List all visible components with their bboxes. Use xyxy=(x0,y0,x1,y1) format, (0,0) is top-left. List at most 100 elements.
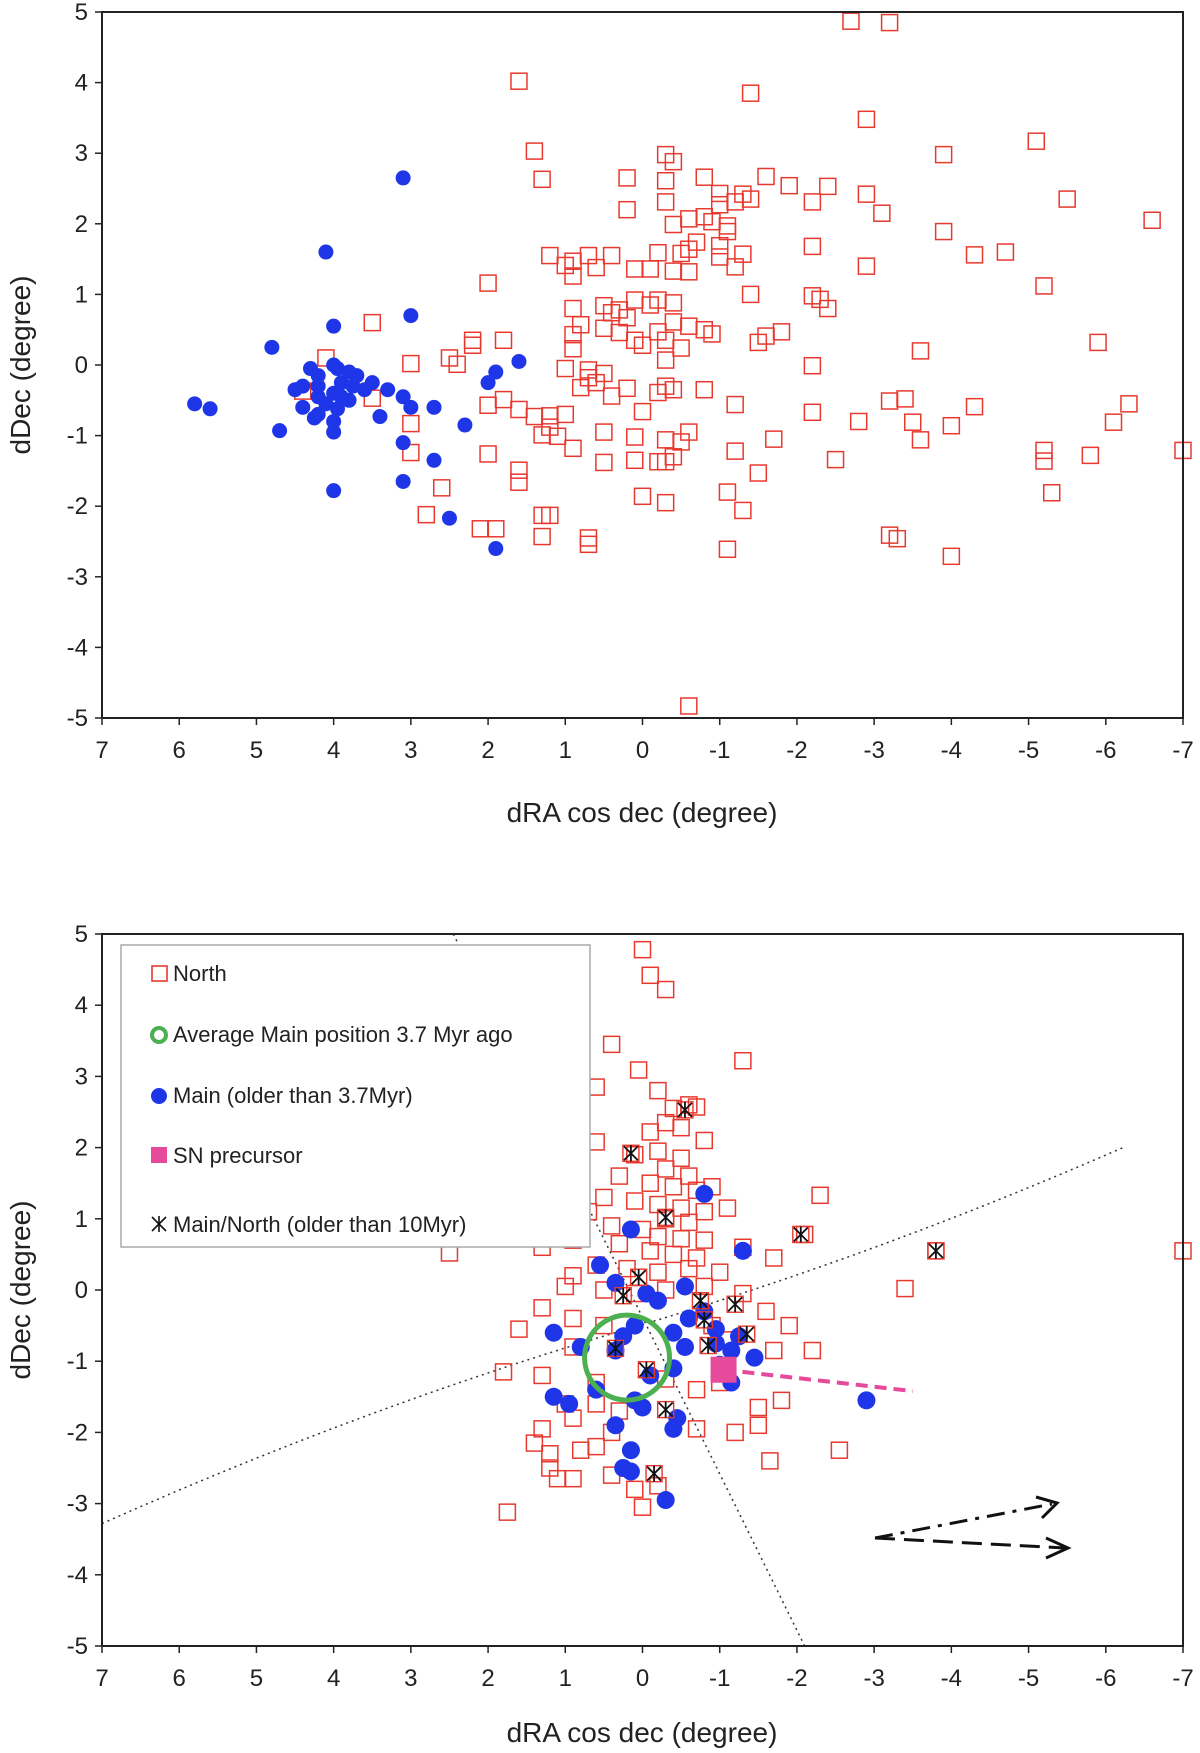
north-point xyxy=(641,296,659,314)
top-y-tick-label: -1 xyxy=(67,423,88,450)
top-y-tick-label: 2 xyxy=(75,211,88,238)
top-x-tick-label: 3 xyxy=(404,737,417,764)
north-point xyxy=(641,260,659,278)
main-point xyxy=(287,382,303,398)
main-point xyxy=(488,364,504,380)
north-point xyxy=(664,294,683,312)
sn-precursor-marker xyxy=(710,1356,737,1383)
main-point xyxy=(306,410,322,426)
main-point xyxy=(295,399,311,415)
top-y-axis-label: dDec (degree) xyxy=(5,276,36,455)
north-point xyxy=(803,403,822,422)
north-point xyxy=(641,1174,659,1192)
sn-track xyxy=(723,1367,913,1394)
north-point xyxy=(602,246,621,265)
north-point xyxy=(664,215,683,234)
north-point xyxy=(602,387,621,405)
north-point xyxy=(734,1051,752,1070)
north-point xyxy=(664,313,683,331)
main-point xyxy=(675,1277,694,1296)
north-point xyxy=(857,110,876,129)
legend: North Average Main position 3.7 Myr ago … xyxy=(120,944,591,1248)
north-point xyxy=(761,1452,779,1470)
north-point xyxy=(710,1263,729,1281)
main-point xyxy=(326,424,342,440)
top-y-tick-label: 3 xyxy=(75,140,88,167)
chart-bottom: 7 6 5 4 3 2 1 0 -1 -2 -3 -4 -5 -6 -7 5 4 3 2 1 0 -1 -2 -3 -4 -5 d… xyxy=(5,921,1194,1748)
bottom-x-tick-label: -7 xyxy=(1172,1665,1193,1692)
north-point xyxy=(672,1229,690,1248)
north-point xyxy=(571,1441,590,1459)
bottom-y-tick-label: 0 xyxy=(75,1277,88,1304)
main-point xyxy=(641,1366,660,1385)
main-point xyxy=(722,1341,741,1360)
top-x-tick-label: 1 xyxy=(559,737,572,764)
main-point xyxy=(621,1220,640,1239)
north-point xyxy=(726,442,744,460)
legend-box xyxy=(120,944,591,1248)
north-point xyxy=(718,540,737,559)
north-point xyxy=(649,1081,667,1100)
bottom-ticks: 7 6 5 4 3 2 1 0 -1 -2 -3 -4 -5 -6 -7 5 4 3 2 1 0 -1 -2 -3 -4 -5 xyxy=(67,921,1194,1692)
north-point xyxy=(649,1263,667,1281)
north-point xyxy=(649,383,667,402)
north-point xyxy=(965,397,984,416)
north-point xyxy=(656,431,675,449)
main-point xyxy=(695,1184,714,1203)
north-point xyxy=(564,340,582,358)
north-point xyxy=(541,407,559,425)
north-point xyxy=(618,379,636,398)
north-point xyxy=(626,1480,644,1499)
north-point xyxy=(587,258,605,277)
north-point xyxy=(525,1434,544,1452)
top-y-tick-label: -2 xyxy=(67,493,88,520)
main-point xyxy=(403,308,419,324)
north-point xyxy=(595,453,613,472)
north-point xyxy=(564,439,582,458)
north-point xyxy=(626,1192,644,1210)
north-point xyxy=(710,236,729,255)
north-point xyxy=(548,427,567,446)
main-point xyxy=(511,353,527,369)
main-point xyxy=(333,375,349,391)
bottom-x-tick-label: 3 xyxy=(404,1665,417,1692)
bottom-y-tick-label: -3 xyxy=(67,1491,88,1518)
north-point xyxy=(734,501,752,520)
north-point xyxy=(510,473,528,491)
old-star-point xyxy=(637,1361,656,1379)
north-point xyxy=(857,185,876,203)
north-point xyxy=(479,274,497,292)
north-point xyxy=(432,479,451,497)
north-point xyxy=(494,331,513,350)
north-point xyxy=(479,396,497,414)
old-star-point xyxy=(699,1336,717,1355)
north-point xyxy=(710,248,729,266)
old-star-point xyxy=(614,1286,632,1305)
north-point xyxy=(595,319,613,338)
north-point xyxy=(741,285,760,304)
north-point xyxy=(533,1366,551,1385)
north-point xyxy=(587,1437,605,1456)
north-point xyxy=(695,1131,714,1150)
north-point xyxy=(1143,211,1161,230)
north-point xyxy=(564,1469,582,1488)
north-point xyxy=(564,267,582,285)
north-point xyxy=(772,1391,791,1410)
legend-north-swatch xyxy=(151,965,168,982)
bottom-x-tick-label: 6 xyxy=(173,1665,186,1692)
bottom-y-tick-label: 2 xyxy=(75,1135,88,1162)
north-point xyxy=(629,1061,648,1079)
north-point xyxy=(710,195,729,214)
north-point xyxy=(680,263,698,281)
north-point xyxy=(564,299,582,318)
old-star-point xyxy=(622,1144,640,1162)
north-point xyxy=(463,336,482,354)
north-point xyxy=(602,1217,621,1235)
north-point xyxy=(610,1234,629,1253)
north-point xyxy=(826,450,845,469)
main-point xyxy=(733,1241,752,1260)
main-point xyxy=(302,361,318,377)
main-point xyxy=(364,375,380,391)
main-point xyxy=(679,1309,698,1328)
